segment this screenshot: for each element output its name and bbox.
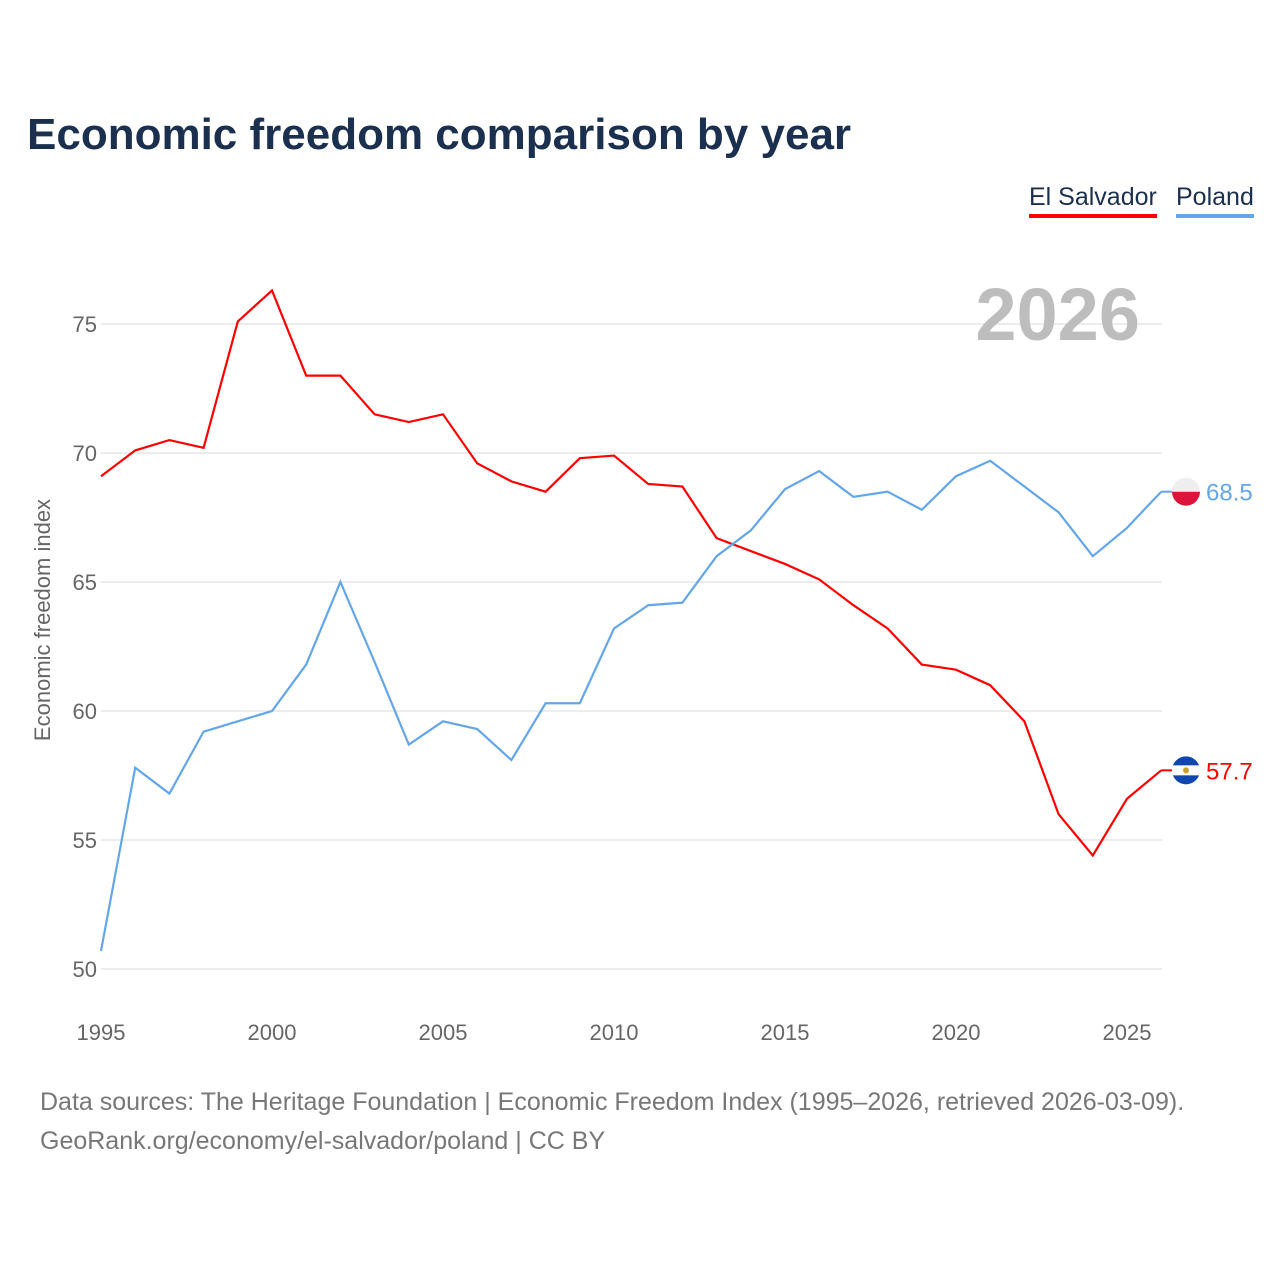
end-value-label: 68.5 — [1206, 480, 1253, 507]
x-tick-label: 2005 — [419, 1020, 468, 1045]
y-tick-label: 75 — [73, 312, 97, 337]
y-tick-label: 50 — [73, 957, 97, 982]
legend-poland[interactable]: Poland — [1176, 183, 1254, 218]
legend-el-salvador[interactable]: El Salvador — [1029, 183, 1157, 218]
x-tick-label: 1995 — [77, 1020, 126, 1045]
poland-flag-icon — [1172, 477, 1200, 492]
y-axis-label: Economic freedom index — [30, 499, 55, 741]
series-line-poland — [99, 459, 1162, 952]
x-tick-label: 2020 — [932, 1020, 981, 1045]
y-tick-label: 70 — [73, 441, 97, 466]
y-tick-label: 55 — [73, 828, 97, 853]
x-tick-label: 2025 — [1103, 1020, 1152, 1045]
data-source-text: Data sources: The Heritage Foundation | … — [40, 1088, 1185, 1116]
x-tick-label: 2015 — [761, 1020, 810, 1045]
poland-flag-icon — [1172, 491, 1200, 506]
series-line-el-salvador — [100, 288, 1162, 858]
attribution-text: GeoRank.org/economy/el-salvador/poland |… — [40, 1127, 606, 1155]
chart-title: Economic freedom comparison by year — [27, 110, 852, 159]
x-tick-label: 2010 — [590, 1020, 639, 1045]
y-tick-label: 60 — [73, 699, 97, 724]
end-value-label: 57.7 — [1206, 758, 1253, 785]
x-tick-label: 2000 — [248, 1020, 297, 1045]
year-watermark: 2026 — [975, 273, 1140, 356]
el-salvador-flag-icon — [1183, 767, 1189, 774]
y-tick-label: 65 — [73, 570, 97, 595]
